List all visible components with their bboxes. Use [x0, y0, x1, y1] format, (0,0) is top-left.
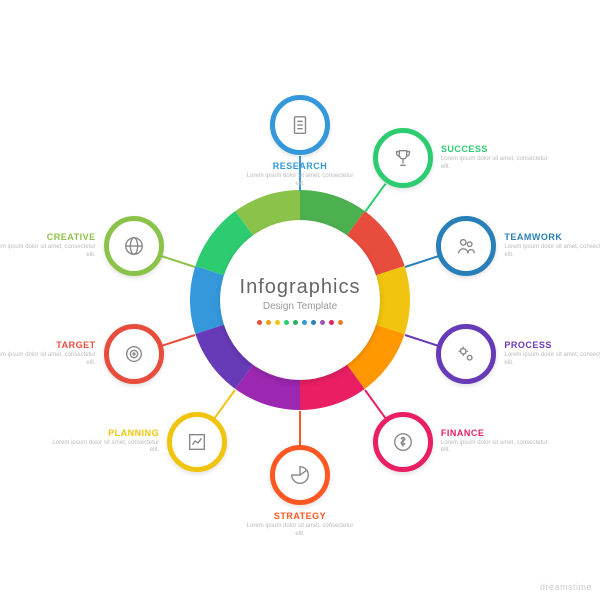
- label-teamwork: TEAMWORK Lorem ipsum dolor sit amet, con…: [504, 232, 600, 260]
- label-research: RESEARCH Lorem ipsum dolor sit amet, con…: [245, 161, 355, 189]
- node-planning: [167, 412, 227, 472]
- label-desc: Lorem ipsum dolor sit amet, consectetur …: [504, 244, 600, 260]
- label-desc: Lorem ipsum dolor sit amet, consectetur …: [245, 173, 355, 189]
- dollar-icon: [392, 431, 414, 453]
- label-title: FINANCE: [441, 428, 551, 438]
- label-title: RESEARCH: [245, 161, 355, 171]
- watermark: dreamstime: [540, 582, 592, 592]
- center-title: Infographics: [240, 276, 361, 299]
- label-desc: Lorem ipsum dolor sit amet, consectetur …: [0, 352, 96, 368]
- label-title: PLANNING: [49, 428, 159, 438]
- node-strategy: [270, 445, 330, 505]
- label-target: TARGET Lorem ipsum dolor sit amet, conse…: [0, 340, 96, 368]
- label-desc: Lorem ipsum dolor sit amet, consectetur …: [0, 244, 96, 260]
- label-title: CREATIVE: [0, 232, 96, 242]
- label-success: SUCCESS Lorem ipsum dolor sit amet, cons…: [441, 144, 551, 172]
- pie-icon: [289, 464, 311, 486]
- node-target: [104, 324, 164, 384]
- center-subtitle: Design Template: [263, 301, 337, 312]
- label-strategy: STRATEGY Lorem ipsum dolor sit amet, con…: [245, 511, 355, 539]
- globe-icon: [123, 235, 145, 257]
- label-title: STRATEGY: [245, 511, 355, 521]
- label-desc: Lorem ipsum dolor sit amet, consectetur …: [441, 440, 551, 456]
- label-title: TARGET: [0, 340, 96, 350]
- label-title: SUCCESS: [441, 144, 551, 154]
- label-desc: Lorem ipsum dolor sit amet, consectetur …: [245, 523, 355, 539]
- infographic-stage: Infographics Design Template RESEARCH Lo…: [0, 0, 600, 600]
- node-research: [270, 95, 330, 155]
- chart-icon: [186, 431, 208, 453]
- node-process: [436, 324, 496, 384]
- label-planning: PLANNING Lorem ipsum dolor sit amet, con…: [49, 428, 159, 456]
- node-success: [373, 128, 433, 188]
- node-finance: [373, 412, 433, 472]
- node-teamwork: [436, 216, 496, 276]
- document-icon: [289, 114, 311, 136]
- label-finance: FINANCE Lorem ipsum dolor sit amet, cons…: [441, 428, 551, 456]
- node-creative: [104, 216, 164, 276]
- people-icon: [455, 235, 477, 257]
- target-icon: [123, 343, 145, 365]
- trophy-icon: [392, 147, 414, 169]
- label-title: PROCESS: [504, 340, 600, 350]
- label-desc: Lorem ipsum dolor sit amet, consectetur …: [49, 440, 159, 456]
- gears-icon: [455, 343, 477, 365]
- label-process: PROCESS Lorem ipsum dolor sit amet, cons…: [504, 340, 600, 368]
- label-desc: Lorem ipsum dolor sit amet, consectetur …: [504, 352, 600, 368]
- label-desc: Lorem ipsum dolor sit amet, consectetur …: [441, 156, 551, 172]
- label-creative: CREATIVE Lorem ipsum dolor sit amet, con…: [0, 232, 96, 260]
- label-title: TEAMWORK: [504, 232, 600, 242]
- center-dots: [257, 320, 343, 325]
- center-hub: Infographics Design Template: [220, 220, 380, 380]
- connector: [299, 411, 301, 446]
